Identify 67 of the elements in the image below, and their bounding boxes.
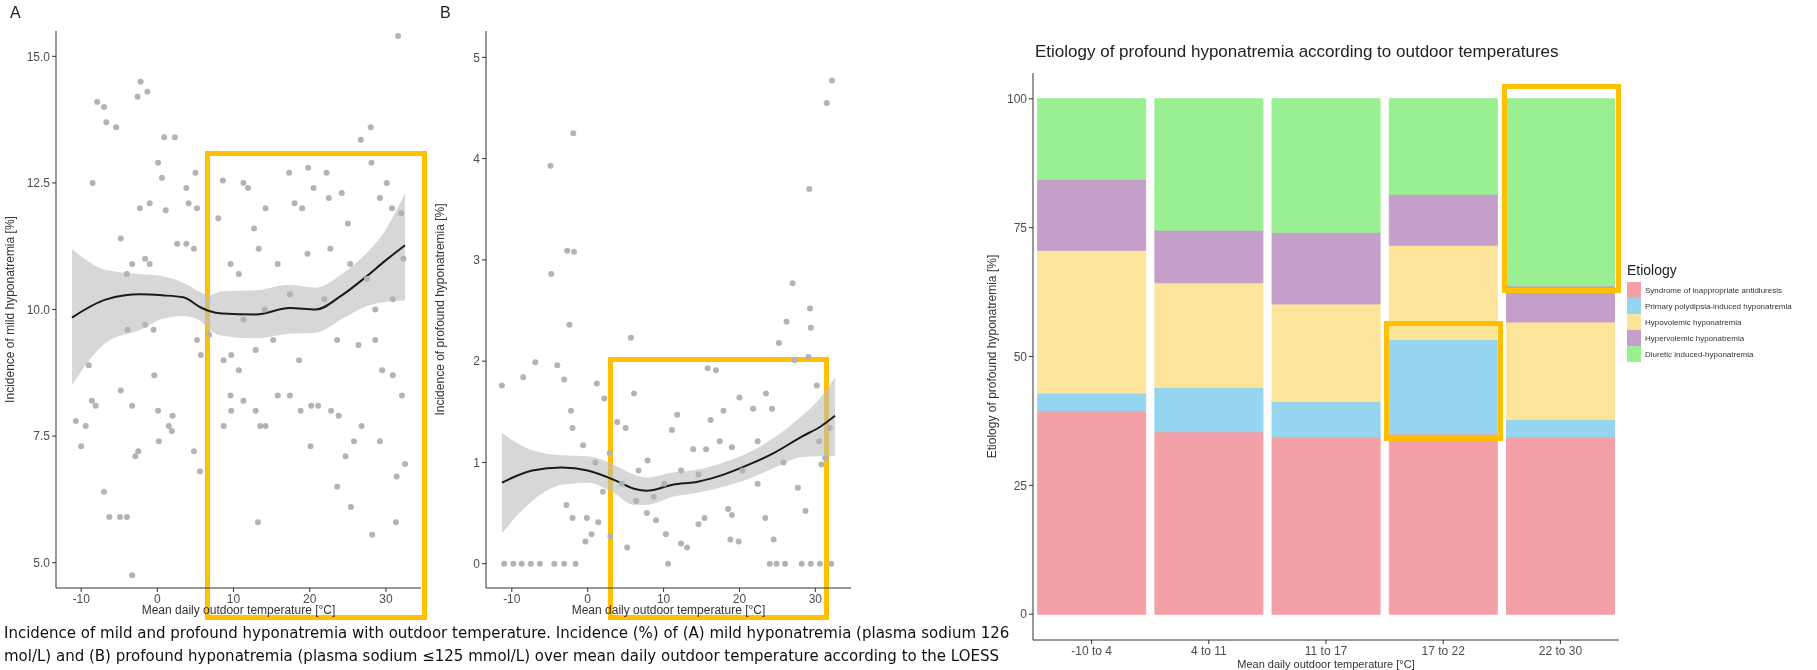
- bar: [1271, 436, 1381, 615]
- legend-label: Hypervolemic hyponatremia: [1645, 333, 1745, 343]
- y-tick-label: 3: [473, 253, 481, 268]
- y-tick-label: 12.5: [26, 176, 51, 191]
- chart-title: A: [10, 4, 21, 22]
- x-tick-label: 10: [226, 591, 241, 606]
- bar: [1271, 231, 1381, 305]
- y-tick-label: 15.0: [26, 49, 51, 64]
- y-tick-label: 7.5: [33, 429, 51, 444]
- bar: [1154, 282, 1264, 388]
- bar: [1154, 431, 1264, 615]
- legend-label: Syndrome of inappropriate antidiuresis: [1645, 285, 1782, 295]
- bar: [1037, 98, 1147, 180]
- bar: [1154, 229, 1264, 284]
- y-tick-label: 50: [1013, 349, 1028, 364]
- y-tick-label: 5: [473, 50, 481, 65]
- y-tick-label: 1: [473, 455, 481, 470]
- bar: [1154, 386, 1264, 433]
- y-tick-label: 4: [473, 151, 481, 166]
- x-tick-label: 20: [732, 591, 747, 606]
- legend-label: Hypovolemic hyponatremia: [1645, 317, 1742, 327]
- x-tick-label: -10 to 4: [1071, 643, 1113, 658]
- bar: [1505, 436, 1615, 615]
- y-tick-label: 0: [473, 556, 481, 571]
- bar: [1505, 418, 1615, 438]
- y-tick-label: 75: [1013, 220, 1028, 235]
- x-tick-label: 30: [379, 591, 393, 606]
- bar: [1388, 98, 1498, 195]
- x-tick-label: 0: [584, 591, 592, 606]
- x-tick-label: 17 to 22: [1421, 643, 1466, 658]
- bar: [1037, 178, 1147, 251]
- y-tick-label: 25: [1013, 478, 1028, 493]
- x-tick-label: -10: [503, 591, 521, 606]
- x-tick-label: 20: [303, 591, 317, 606]
- y-tick-label: 5.0: [33, 555, 51, 570]
- x-tick-label: 11 to 17: [1304, 643, 1348, 658]
- legend-label: Diuretic induced-hyponatremia: [1645, 349, 1754, 359]
- chart-title: Etiology of profound hyponatremia according to outdoor temperatures: [1035, 42, 1559, 62]
- y-axis-title: Incidence of mild hyponatremia [%]: [3, 216, 18, 403]
- x-tick-label: 22 to 30: [1538, 643, 1583, 658]
- line-series: [71, 244, 406, 319]
- y-tick-label: 2: [473, 354, 481, 369]
- bar: [1037, 392, 1147, 412]
- y-tick-label: 0: [1020, 607, 1028, 622]
- y-axis-title: Etiology of profound hyponatremia [%]: [985, 254, 1000, 459]
- y-tick-label: 100: [1006, 92, 1028, 107]
- text: mol/L) and (B) profound hyponatremia (plasma sodium ≤125 mmol/L) over mean daily outdoor temperature according to the LOESS: [4, 646, 1001, 667]
- x-tick-label: -10: [72, 591, 91, 606]
- line-series: [500, 414, 837, 492]
- bar: [1271, 303, 1381, 402]
- text: Incidence of mild and profound hyponatremia with outdoor temperature. Incidence (%) of (A) mild hyponatremia (plasma sodium 126: [4, 623, 1010, 644]
- bar: [1037, 410, 1147, 615]
- legend-title: Etiology: [1627, 262, 1678, 278]
- x-tick-label: 10: [656, 591, 671, 606]
- y-tick-label: 10.0: [26, 302, 51, 317]
- bar: [1388, 193, 1498, 246]
- x-tick-label: 30: [808, 591, 823, 606]
- x-tick-label: 0: [154, 591, 161, 606]
- bar: [1271, 400, 1381, 438]
- bar: [1271, 98, 1381, 233]
- x-axis-title: Mean daily outdoor temperature [°C]: [1237, 658, 1415, 670]
- legend-label: Primary polydipsia-induced hyponatremia: [1645, 301, 1792, 311]
- bar: [1154, 98, 1264, 231]
- x-tick-label: 4 to 11: [1190, 643, 1228, 658]
- bar: [1037, 249, 1147, 394]
- y-axis-title: Incidence of profound hyponatremia [%]: [433, 203, 448, 416]
- chart-title: B: [440, 4, 451, 22]
